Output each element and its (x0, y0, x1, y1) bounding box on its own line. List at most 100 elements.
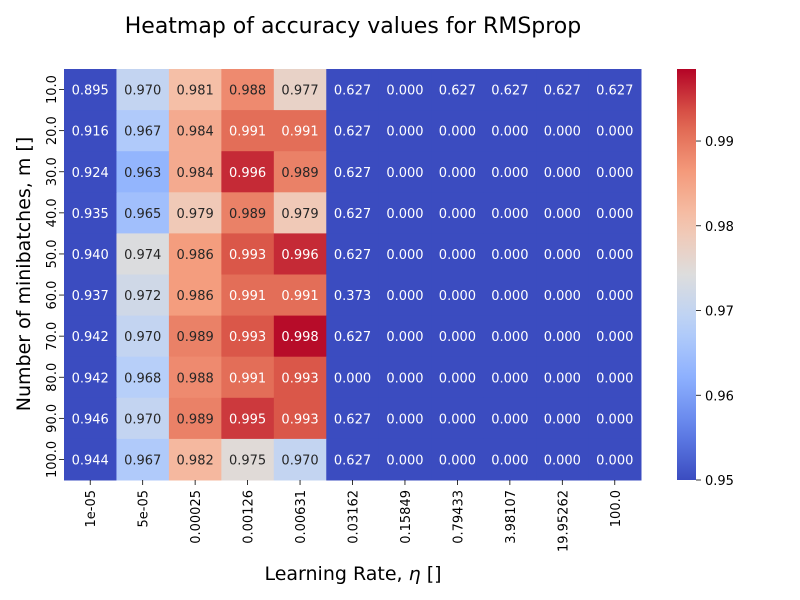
heatmap-cell (378, 69, 432, 111)
heatmap-cell (378, 356, 432, 399)
cell-value-label: 0.627 (334, 125, 371, 140)
cell-value-label: 0.627 (334, 412, 371, 427)
heatmap-cell (221, 315, 275, 358)
heatmap-cell (431, 274, 485, 317)
y-tick-label: 100.0 (45, 441, 60, 478)
cell-value-label: 0.984 (177, 125, 214, 140)
heatmap-cell (168, 356, 222, 399)
heatmap-cell (431, 438, 485, 481)
y-tick-label: 60.0 (45, 281, 60, 310)
heatmap-cell (483, 233, 537, 275)
heatmap-cell (64, 110, 117, 152)
heatmap-cell (431, 192, 485, 234)
y-tick-label: 20.0 (45, 116, 60, 145)
cell-value-label: 0.000 (491, 330, 528, 345)
cell-value-label: 0.627 (334, 453, 371, 468)
cell-value-label: 0.989 (177, 412, 214, 427)
cell-value-label: 0.627 (491, 84, 528, 99)
cell-value-label: 0.000 (386, 289, 423, 304)
cell-value-label: 0.944 (72, 453, 109, 468)
cell-value-label: 0.000 (439, 289, 476, 304)
cell-value-label: 0.000 (596, 207, 633, 222)
cell-value-label: 0.995 (229, 412, 266, 427)
cell-value-label: 0.981 (177, 84, 214, 99)
heatmap-cell (273, 356, 327, 399)
heatmap-cell (483, 274, 537, 317)
cell-value-label: 0.991 (229, 125, 266, 140)
heatmap-cell (536, 151, 590, 193)
x-tick-label: 0.00631 (294, 490, 309, 544)
cell-value-label: 0.000 (544, 453, 581, 468)
heatmap-cell (326, 274, 380, 317)
heatmap-cell (116, 397, 170, 440)
heatmap-cell (588, 274, 642, 317)
heatmap-cell (536, 69, 590, 111)
heatmap-cell (483, 315, 537, 358)
cell-value-label: 0.937 (72, 289, 109, 304)
heatmap-cell (536, 315, 590, 358)
heatmap-cell (378, 233, 432, 275)
colorbar-tick-label: 0.95 (705, 474, 734, 489)
heatmap-cell (326, 151, 380, 193)
cell-value-label: 0.000 (544, 371, 581, 386)
cell-value-label: 0.627 (439, 84, 476, 99)
y-axis-ticks: 10.0 20.0 30.0 40.0 50.0 60.0 70.0 80.0 90.0 100.… (45, 75, 64, 478)
cell-value-label: 0.000 (544, 289, 581, 304)
cell-value-label: 0.991 (281, 289, 318, 304)
cell-value-label: 0.627 (334, 207, 371, 222)
cell-value-label: 0.000 (386, 166, 423, 181)
cell-value-label: 0.000 (491, 453, 528, 468)
cell-value-label: 0.000 (386, 125, 423, 140)
colorbar (677, 69, 696, 480)
heatmap-cell (64, 397, 117, 440)
cell-value-label: 0.935 (72, 207, 109, 222)
x-tick-label: 1e-05 (84, 490, 99, 528)
cell-value-label: 0.965 (124, 207, 161, 222)
x-tick-label: 0.03162 (347, 490, 362, 544)
x-axis-label: Learning Rate, η [] (264, 563, 441, 585)
cell-value-label: 0.000 (491, 289, 528, 304)
heatmap-cell (273, 315, 327, 358)
cell-value-label: 0.000 (596, 453, 633, 468)
heatmap-cell (483, 192, 537, 234)
cell-value-label: 0.000 (544, 248, 581, 263)
heatmap-cell (64, 233, 117, 275)
cell-value-label: 0.993 (229, 330, 266, 345)
heatmap-cell (588, 397, 642, 440)
heatmap-cell (536, 397, 590, 440)
heatmap-cell (431, 315, 485, 358)
y-axis-label: Number of minibatches, m [] (13, 137, 35, 412)
heatmap-cell (536, 110, 590, 152)
cell-value-label: 0.000 (491, 207, 528, 222)
cell-value-label: 0.627 (334, 248, 371, 263)
cell-value-label: 0.000 (596, 289, 633, 304)
heatmap-cell (378, 110, 432, 152)
heatmap-cell (64, 69, 117, 111)
cell-value-label: 0.000 (544, 125, 581, 140)
cell-value-label: 0.993 (281, 371, 318, 386)
heatmap-cell (116, 438, 170, 481)
cell-value-label: 0.627 (334, 84, 371, 99)
cell-value-label: 0.967 (124, 125, 161, 140)
heatmap-cell (64, 192, 117, 234)
cell-value-label: 0.991 (229, 371, 266, 386)
cell-value-label: 0.895 (72, 84, 109, 99)
heatmap-cell (431, 151, 485, 193)
heatmap-cell (273, 192, 327, 234)
cell-value-label: 0.924 (72, 166, 109, 181)
heatmap-cell (588, 69, 642, 111)
heatmap-cell (221, 356, 275, 399)
heatmap-cell (536, 438, 590, 481)
cell-value-label: 0.970 (124, 330, 161, 345)
colorbar-tick-label: 0.97 (705, 305, 734, 320)
heatmap-cell (116, 274, 170, 317)
heatmap-cell (326, 438, 380, 481)
heatmap-cell (168, 192, 222, 234)
heatmap-cell (588, 438, 642, 481)
heatmap-cell (64, 274, 117, 317)
heatmap-cell (326, 110, 380, 152)
y-tick-label: 50.0 (45, 239, 60, 268)
cell-value-label: 0.967 (124, 453, 161, 468)
heatmap-cell (483, 110, 537, 152)
cell-value-label: 0.988 (177, 371, 214, 386)
